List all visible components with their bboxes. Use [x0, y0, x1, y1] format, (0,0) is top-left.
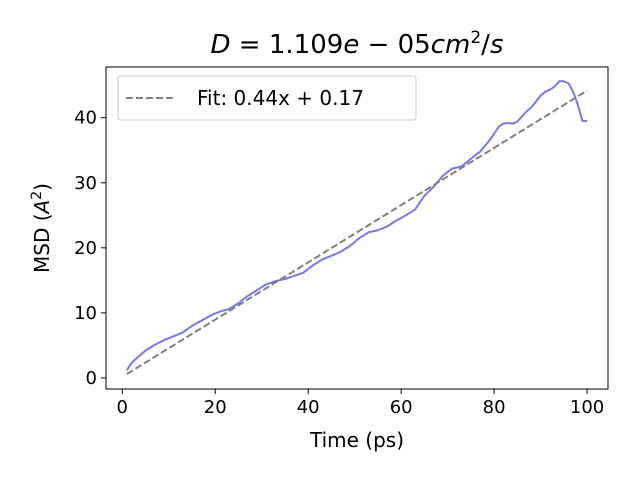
plot-frame [105, 66, 609, 390]
y-tick-label: 30 [74, 173, 97, 194]
legend-fit-label: Fit: 0.44x + 0.17 [197, 86, 364, 110]
x-axis-label: Time (ps) [309, 428, 404, 452]
msd-data-line [126, 80, 588, 371]
x-tick-label: 60 [390, 397, 413, 418]
x-tick-label: 100 [570, 397, 604, 418]
ticks-layer: 0 20 40 60 80 100 0 10 20 30 40 [74, 108, 604, 418]
legend-box [117, 75, 417, 121]
y-tick-label: 10 [74, 303, 97, 324]
legend: Fit: 0.44x + 0.17 [117, 75, 417, 121]
y-tick-label: 20 [74, 238, 97, 259]
x-tick-label: 0 [117, 397, 128, 418]
x-tick-label: 80 [483, 397, 506, 418]
y-tick-label: 40 [74, 108, 97, 129]
fit-line [126, 89, 588, 375]
x-tick-label: 20 [204, 397, 227, 418]
y-axis-label: MSD (A2) [29, 183, 54, 273]
y-tick-label: 0 [86, 368, 97, 389]
chart-title: D = 1.109e − 05cm2/s [211, 28, 504, 60]
x-tick-label: 40 [297, 397, 320, 418]
series-layer [126, 80, 588, 375]
